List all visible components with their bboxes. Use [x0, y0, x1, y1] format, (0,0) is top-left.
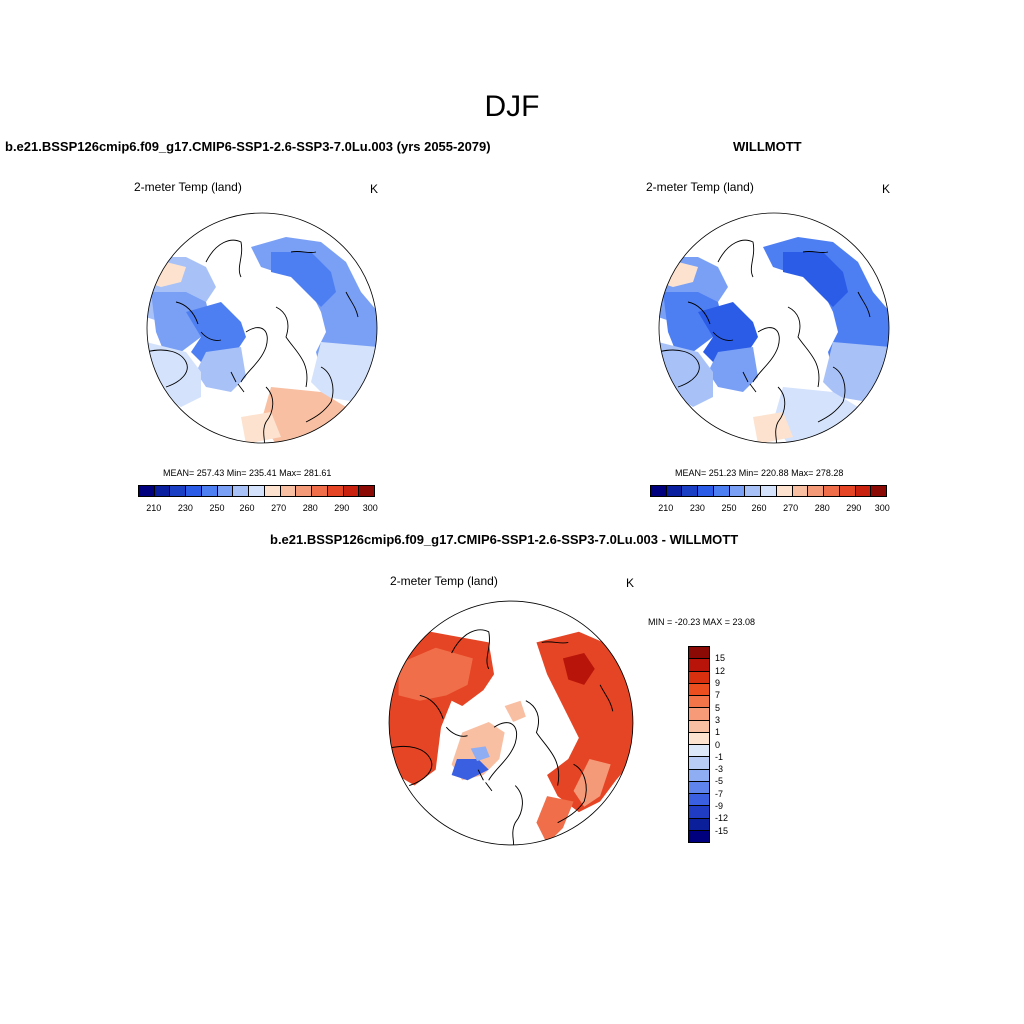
model-panel-title: b.e21.BSSP126cmip6.f09_g17.CMIP6-SSP1-2.…	[5, 139, 491, 154]
colorbar-tick-label: 250	[721, 503, 737, 513]
model-polar-map	[146, 212, 378, 444]
colorbar-tick-label: 290	[846, 503, 862, 513]
colorbar-swatch	[359, 486, 375, 496]
colorbar-tick-label: 270	[783, 503, 799, 513]
colorbar-swatch	[327, 486, 344, 496]
colorbar-swatch	[824, 486, 840, 496]
obs-colorbar	[650, 485, 887, 497]
colorbar-tick-label: 9	[715, 677, 721, 688]
colorbar-swatch	[170, 486, 187, 496]
obs-panel-title: WILLMOTT	[733, 139, 802, 154]
colorbar-tick-label: 1	[715, 727, 721, 738]
colorbar-swatch	[698, 486, 714, 496]
model-stats: MEAN= 257.43 Min= 235.41 Max= 281.61	[163, 468, 332, 478]
colorbar-swatch	[689, 757, 709, 770]
colorbar-swatch	[689, 781, 709, 794]
diff-units-label: K	[626, 576, 635, 590]
colorbar-swatch	[249, 486, 265, 496]
colorbar-swatch	[296, 486, 313, 496]
colorbar-swatch	[154, 486, 171, 496]
colorbar-tick-label: -3	[715, 764, 724, 775]
colorbar-swatch	[689, 830, 709, 842]
obs-colorbar-ticks: 210 230 250 260 270 280 290 300	[650, 503, 890, 515]
colorbar-tick-label: 15	[715, 653, 726, 664]
colorbar-tick-label: 290	[334, 503, 350, 513]
colorbar-swatch	[792, 486, 809, 496]
colorbar-tick-label: 230	[689, 503, 705, 513]
obs-variable-label: 2-meter Temp (land)	[646, 180, 754, 194]
colorbar-swatch	[689, 732, 709, 745]
colorbar-tick-label: -9	[715, 801, 724, 812]
colorbar-swatch	[761, 486, 777, 496]
colorbar-tick-label: 12	[715, 665, 726, 676]
obs-polar-map	[658, 212, 890, 444]
diff-polar-map	[388, 600, 634, 846]
colorbar-swatch	[689, 647, 709, 660]
colorbar-swatch	[855, 486, 872, 496]
colorbar-swatch	[233, 486, 250, 496]
model-colorbar-ticks: 210 230 250 260 270 280 290 300	[138, 503, 378, 515]
colorbar-swatch	[343, 486, 360, 496]
colorbar-tick-label: 280	[814, 503, 830, 513]
colorbar-tick-label: 210	[658, 503, 674, 513]
colorbar-swatch	[689, 708, 709, 721]
colorbar-swatch	[713, 486, 730, 496]
colorbar-tick-label: 7	[715, 690, 721, 701]
model-variable-label: 2-meter Temp (land)	[134, 180, 242, 194]
colorbar-swatch	[280, 486, 297, 496]
colorbar-swatch	[839, 486, 856, 496]
colorbar-swatch	[201, 486, 218, 496]
diff-colorbar-ticks: 15 12 9 7 5 3 1 0 -1 -3 -5 -7 -9 -12 -15	[715, 646, 745, 843]
colorbar-tick-label: 260	[751, 503, 767, 513]
main-title: DJF	[484, 90, 540, 123]
model-units-label: K	[370, 182, 379, 196]
colorbar-swatch	[264, 486, 281, 496]
obs-units-label: K	[882, 182, 891, 196]
colorbar-tick-label: 5	[715, 702, 721, 713]
colorbar-swatch	[745, 486, 762, 496]
colorbar-swatch	[689, 794, 709, 807]
colorbar-tick-label: 300	[362, 503, 378, 513]
colorbar-tick-label: 210	[146, 503, 162, 513]
colorbar-swatch	[689, 806, 709, 819]
colorbar-swatch	[312, 486, 328, 496]
colorbar-tick-label: -5	[715, 776, 724, 787]
colorbar-swatch	[139, 486, 155, 496]
colorbar-tick-label: -15	[715, 825, 729, 836]
colorbar-tick-label: -1	[715, 751, 724, 762]
colorbar-swatch	[689, 720, 709, 733]
colorbar-swatch	[689, 683, 709, 696]
colorbar-tick-label: 260	[239, 503, 255, 513]
colorbar-swatch	[682, 486, 699, 496]
colorbar-swatch	[689, 659, 709, 672]
diff-colorbar	[688, 646, 710, 843]
colorbar-swatch	[808, 486, 825, 496]
colorbar-swatch	[776, 486, 793, 496]
colorbar-tick-label: 250	[209, 503, 225, 513]
colorbar-swatch	[666, 486, 683, 496]
colorbar-tick-label: -7	[715, 788, 724, 799]
colorbar-swatch	[689, 818, 709, 831]
colorbar-swatch	[651, 486, 667, 496]
diff-panel-title: b.e21.BSSP126cmip6.f09_g17.CMIP6-SSP1-2.…	[270, 532, 739, 547]
colorbar-tick-label: 3	[715, 714, 721, 725]
obs-stats: MEAN= 251.23 Min= 220.88 Max= 278.28	[675, 468, 844, 478]
colorbar-swatch	[689, 696, 709, 709]
colorbar-tick-label: 230	[177, 503, 193, 513]
colorbar-swatch	[689, 671, 709, 684]
model-colorbar	[138, 485, 375, 497]
colorbar-swatch	[217, 486, 234, 496]
colorbar-swatch	[689, 769, 709, 782]
diff-stats: MIN = -20.23 MAX = 23.08	[648, 617, 756, 627]
colorbar-tick-label: 300	[874, 503, 890, 513]
colorbar-tick-label: 0	[715, 739, 721, 750]
colorbar-swatch	[729, 486, 746, 496]
colorbar-swatch	[689, 745, 709, 758]
colorbar-tick-label: -12	[715, 813, 729, 824]
colorbar-swatch	[186, 486, 202, 496]
colorbar-swatch	[871, 486, 887, 496]
colorbar-tick-label: 270	[271, 503, 287, 513]
colorbar-tick-label: 280	[302, 503, 318, 513]
diff-variable-label: 2-meter Temp (land)	[390, 574, 498, 588]
